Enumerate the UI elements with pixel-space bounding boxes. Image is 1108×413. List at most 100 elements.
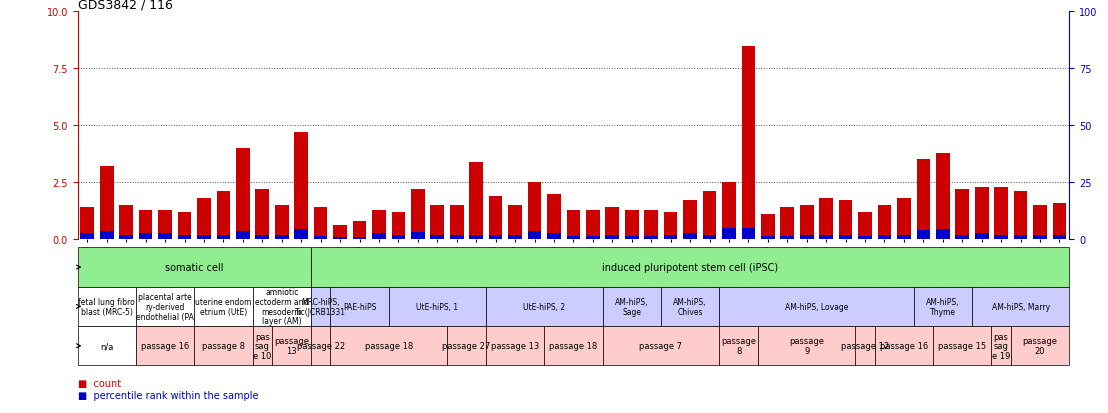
Bar [431,206,444,240]
Bar [819,235,833,240]
Text: passage
9: passage 9 [789,337,824,355]
Text: fetal lung fibro
blast (MRC-5): fetal lung fibro blast (MRC-5) [79,297,135,316]
Bar [933,326,992,366]
Text: PAE-hiPS: PAE-hiPS [342,302,377,311]
Text: passage 15: passage 15 [938,342,986,350]
Bar [314,236,328,240]
Bar [120,235,133,240]
Text: passage 16: passage 16 [880,342,929,350]
Bar [819,199,833,240]
Bar [253,287,311,326]
Bar [992,326,1010,366]
Bar [470,162,483,240]
Bar [509,235,522,240]
Bar [177,212,192,240]
Text: AM-hiPS, Marry: AM-hiPS, Marry [992,302,1049,311]
Bar [177,235,192,240]
Bar [758,326,855,366]
Bar [253,326,271,366]
Bar [372,234,386,240]
Text: passage
20: passage 20 [1023,337,1057,355]
Bar [859,236,872,240]
Text: UtE-hiPS, 1: UtE-hiPS, 1 [417,302,459,311]
Bar [391,212,406,240]
Bar [197,199,211,240]
Text: AM-hiPS, Lovage: AM-hiPS, Lovage [784,302,848,311]
Bar [527,183,542,240]
Bar [391,235,406,240]
Bar [489,197,502,240]
Bar [1034,206,1047,240]
Bar [605,208,619,240]
Bar [741,47,756,240]
Text: placental arte
ry-derived
endothelial (PA: placental arte ry-derived endothelial (P… [136,292,194,321]
Bar [158,234,172,240]
Bar [81,208,94,240]
Bar [855,326,875,366]
Text: MRC-hiPS,
Tic(JCRB1331: MRC-hiPS, Tic(JCRB1331 [295,297,346,316]
Bar [78,248,311,287]
Bar [158,210,172,240]
Bar [352,237,367,240]
Bar [625,236,638,240]
Bar [839,201,852,240]
Bar [120,206,133,240]
Text: AM-hiPS,
Thyme: AM-hiPS, Thyme [926,297,960,316]
Bar [1014,235,1027,240]
Bar [216,192,230,240]
Bar [450,206,463,240]
Bar [509,206,522,240]
Text: passage 7: passage 7 [639,342,683,350]
Bar [138,210,153,240]
Bar [761,236,774,240]
Bar [722,228,736,240]
Bar [352,221,367,240]
Bar [136,326,194,366]
Text: passage 27: passage 27 [442,342,491,350]
Bar [702,192,716,240]
Bar [295,133,308,240]
Text: somatic cell: somatic cell [165,262,224,273]
Text: UtE-hiPS, 2: UtE-hiPS, 2 [523,302,565,311]
Bar [875,326,933,366]
Bar [586,236,599,240]
Text: passage 18: passage 18 [550,342,597,350]
Bar [1034,235,1047,240]
Bar [197,235,211,240]
Text: n/a: n/a [100,342,113,350]
Bar [761,215,774,240]
Bar [100,232,113,240]
Bar [256,235,269,240]
Text: AM-hiPS,
Sage: AM-hiPS, Sage [615,297,648,316]
Bar [878,206,891,240]
Bar [859,212,872,240]
Bar [527,232,542,240]
Text: passage 13: passage 13 [491,342,540,350]
Bar [972,287,1069,326]
Bar [489,235,502,240]
Bar [334,226,347,240]
Text: GDS3842 / 116: GDS3842 / 116 [78,0,173,11]
Bar [295,229,308,240]
Bar [625,210,638,240]
Bar [586,210,599,240]
Bar [994,188,1008,240]
Bar [719,326,758,366]
Bar [664,212,677,240]
Bar [311,326,330,366]
Bar [1014,192,1027,240]
Bar [271,326,311,366]
Bar [741,228,756,240]
Bar [605,235,619,240]
Text: passage 16: passage 16 [141,342,189,350]
Bar [450,235,463,240]
Text: ■  count: ■ count [78,378,121,388]
Bar [1053,235,1066,240]
Bar [194,287,253,326]
Text: uterine endom
etrium (UtE): uterine endom etrium (UtE) [195,297,252,316]
Bar [547,234,561,240]
Bar [311,287,330,326]
Bar [486,287,603,326]
Bar [975,188,988,240]
Bar [411,190,424,240]
